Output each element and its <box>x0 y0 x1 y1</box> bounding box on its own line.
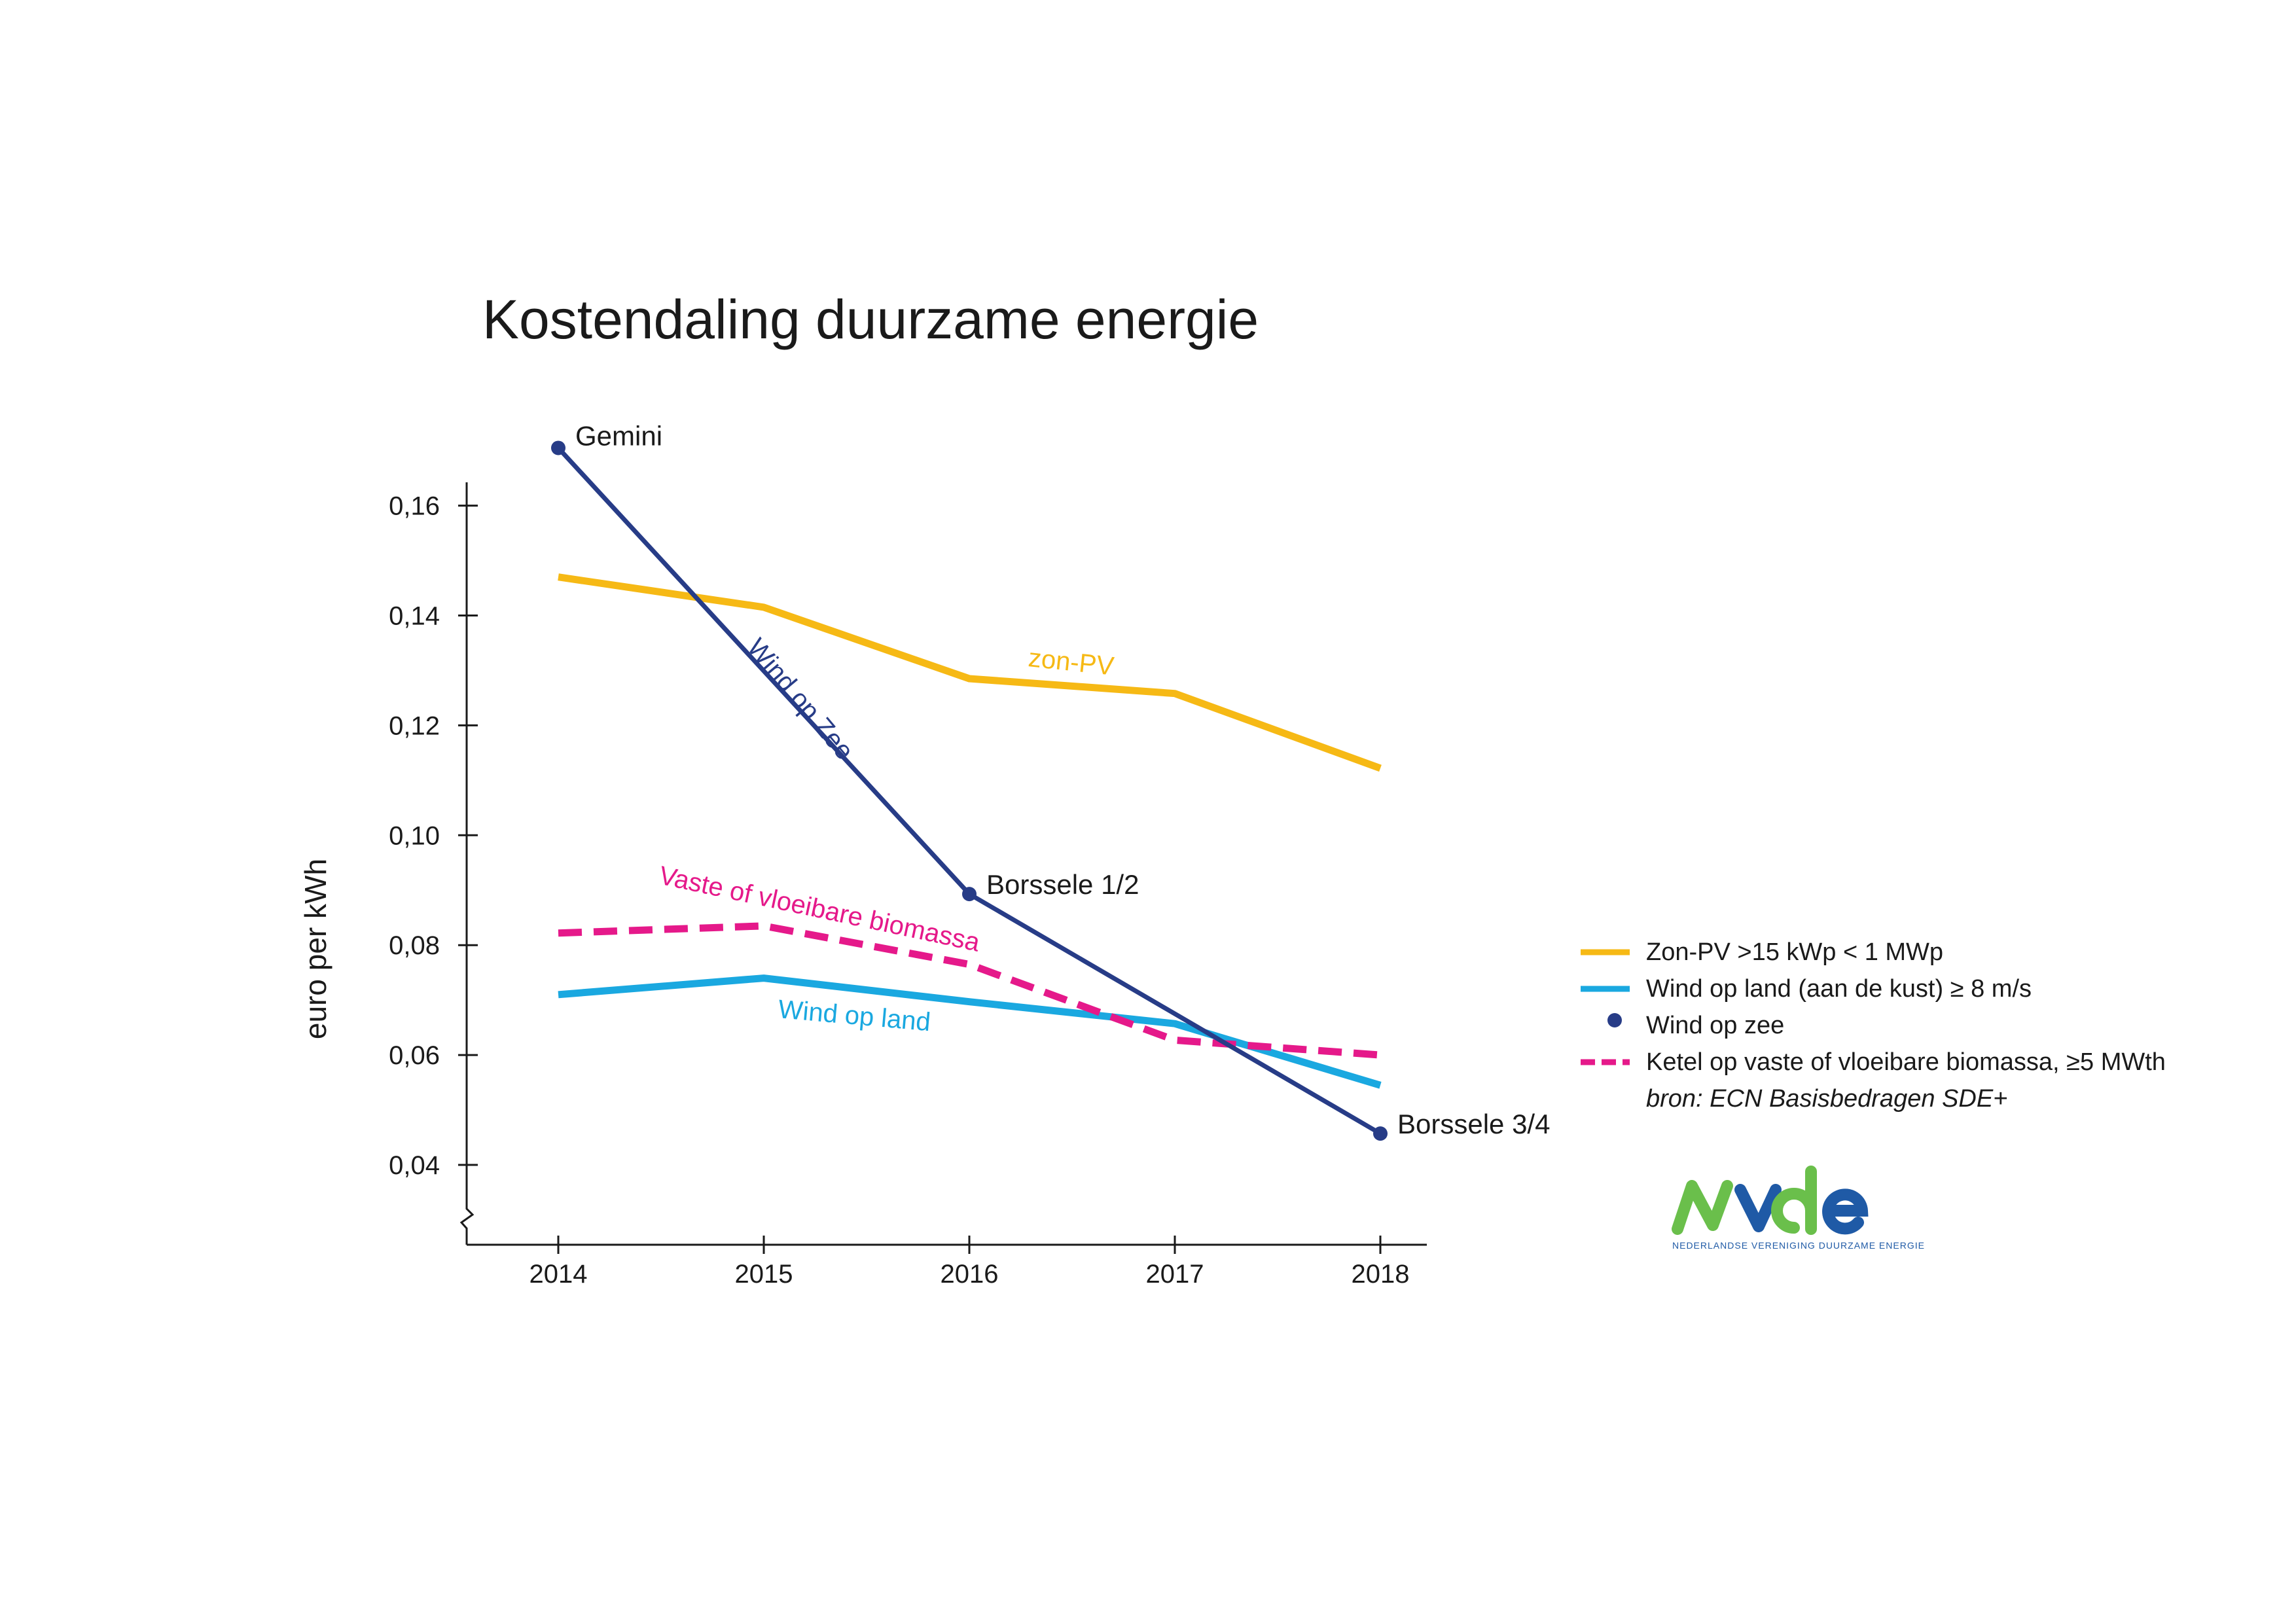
series-labels: Gemini Borssele 1/2 Borssele 3/4 zon-PV Wind… <box>575 420 1550 1139</box>
y-axis-line <box>459 482 475 1245</box>
y-tick-label: 0,04 <box>389 1151 440 1180</box>
y-axis-title: euro per kWh <box>298 859 332 1039</box>
logo-d-icon <box>1771 1166 1817 1235</box>
y-axis-title-text: euro per kWh <box>298 859 332 1039</box>
nvde-logo: NEDERLANDSE VERENIGING DUURZAME ENERGIE <box>1672 1166 1925 1251</box>
data-point-zee <box>551 440 565 455</box>
logo-e-icon <box>1822 1188 1869 1235</box>
series-inline-label-zon: zon-PV <box>1027 643 1115 681</box>
logo-n-icon <box>1672 1180 1733 1235</box>
series-line-land <box>558 974 1382 1089</box>
y-tick-label: 0,12 <box>389 711 440 740</box>
data-point-label: Borssele 1/2 <box>986 869 1139 900</box>
x-axis-ticks: 2014 2015 2016 2017 2018 <box>529 1236 1410 1289</box>
series-line-zon <box>558 573 1382 772</box>
data-point-zee <box>1373 1126 1388 1141</box>
chart-title: Kostendaling duurzame energie <box>482 289 1259 350</box>
y-tick-label: 0,16 <box>389 492 440 521</box>
y-tick-label: 0,14 <box>389 602 440 631</box>
data-point-label: Gemini <box>575 420 662 451</box>
x-tick-label: 2017 <box>1146 1260 1204 1289</box>
logo-subtitle: NEDERLANDSE VERENIGING DUURZAME ENERGIE <box>1672 1240 1925 1251</box>
legend-label-bio: Ketel op vaste of vloeibare biomassa, ≥5… <box>1646 1048 2166 1076</box>
y-axis-ticks: 0,04 0,06 0,08 0,10 0,12 0,14 0,16 <box>389 492 478 1180</box>
series-line-zee <box>556 446 1382 1136</box>
series-lines <box>551 440 1388 1141</box>
legend-source-note: bron: ECN Basisbedragen SDE+ <box>1646 1085 2007 1113</box>
data-point-label: Borssele 3/4 <box>1397 1109 1550 1139</box>
legend-marker-zee <box>1607 1013 1622 1027</box>
legend-label-zee: Wind op zee <box>1646 1012 1784 1039</box>
data-point-zee <box>962 887 977 902</box>
x-tick-label: 2016 <box>941 1260 999 1289</box>
y-tick-label: 0,08 <box>389 931 440 960</box>
x-tick-label: 2015 <box>735 1260 793 1289</box>
legend: Zon-PV >15 kWp < 1 MWp Wind op land (aan … <box>1581 938 2166 1113</box>
y-tick-label: 0,10 <box>389 821 440 850</box>
series-inline-label-land: Wind op land <box>777 995 931 1037</box>
y-tick-label: 0,06 <box>389 1041 440 1070</box>
x-tick-label: 2014 <box>529 1260 588 1289</box>
x-tick-label: 2018 <box>1352 1260 1410 1289</box>
logo-v-icon <box>1734 1184 1782 1232</box>
legend-label-land: Wind op land (aan de kust) ≥ 8 m/s <box>1646 975 2032 1003</box>
series-inline-label-zee: Wind op Zee <box>742 633 859 766</box>
legend-label-zon: Zon-PV >15 kWp < 1 MWp <box>1646 938 1943 966</box>
series-inline-label-bio: Vaste of vloeibare biomassa <box>656 861 983 957</box>
